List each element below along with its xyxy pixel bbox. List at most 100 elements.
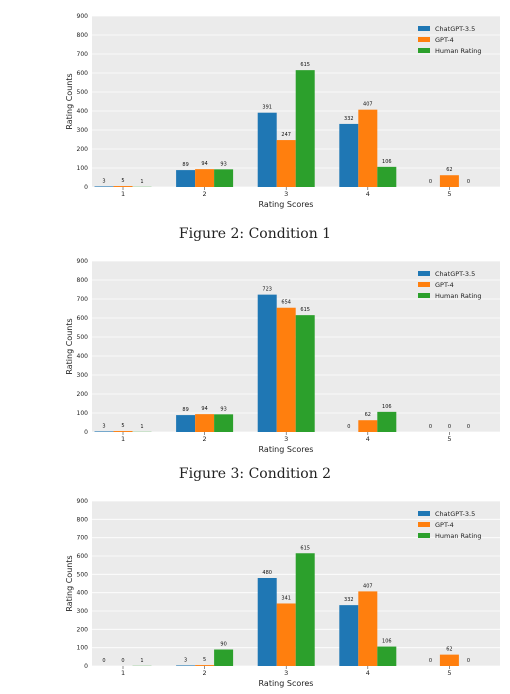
y-tick-label: 300 [77,608,89,615]
bar-value-label: 0 [429,424,432,430]
bar-value-label: 62 [365,412,371,418]
legend-label: GPT-4 [435,281,454,289]
bar-value-label: 615 [300,307,310,313]
legend-label: ChatGPT-3.5 [435,25,475,33]
legend-label: ChatGPT-3.5 [435,270,475,278]
bar-value-label: 90 [220,642,226,648]
bar [358,420,378,432]
bar-value-label: 332 [344,116,354,122]
y-tick-label: 800 [77,516,89,523]
figure-caption-1: Figure 2: Condition 1 [178,226,332,242]
y-tick-label: 600 [77,553,89,560]
bar-value-label: 5 [203,657,206,663]
x-tick-label: 1 [121,435,125,443]
bar-value-label: 341 [281,595,291,601]
x-tick-label: 4 [366,190,370,198]
bar-value-label: 0 [448,424,451,430]
chart-condition-1: 0 100 200 300 400 500 600 700 800 900 Rating Count… [0,0,510,215]
y-axis-label: Rating Counts [65,318,74,374]
legend-swatch [418,26,430,31]
legend-swatch [418,271,430,276]
bar [295,315,315,432]
legend-label: ChatGPT-3.5 [435,510,475,518]
chart-condition-3: 0 100 200 300 400 500 600 700 800 900 Rating Count… [0,485,510,694]
bar [358,109,378,187]
bar-value-label: 407 [363,102,373,108]
y-tick-label: 300 [77,372,89,379]
bar [295,70,315,187]
y-tick-label: 400 [77,108,89,115]
x-tick-label: 1 [121,669,125,677]
bar-value-label: 332 [344,597,354,603]
x-axis-label: Rating Scores [259,200,314,209]
bar-value-label: 0 [102,658,105,664]
x-tick-label: 3 [284,435,288,443]
y-tick-label: 500 [77,334,89,341]
bar [214,414,234,432]
y-tick-label: 800 [77,277,89,284]
bar-value-label: 0 [467,424,470,430]
y-tick-label: 600 [77,70,89,77]
y-tick-label: 400 [77,353,89,360]
bar [257,112,277,187]
bar-value-label: 106 [382,404,392,410]
bar-value-label: 1 [140,424,143,430]
bar [195,665,215,666]
bar [276,307,296,432]
bar-value-label: 62 [446,167,452,173]
y-tick-label: 600 [77,315,89,322]
bar-value-label: 1 [140,179,143,185]
bar-value-label: 93 [220,161,226,167]
x-tick-label: 2 [203,435,207,443]
x-tick-label: 4 [366,669,370,677]
bar-value-label: 93 [220,406,226,412]
bar [176,170,196,187]
figure-caption-2: Figure 3: Condition 2 [178,466,332,482]
bar-value-label: 106 [382,159,392,165]
bar-value-label: 0 [347,424,350,430]
bar [339,123,359,187]
y-tick-label: 900 [77,498,89,505]
y-tick-label: 200 [77,626,89,633]
bar [377,411,397,432]
bar [377,646,397,666]
y-tick-label: 500 [77,571,89,578]
x-tick-label: 5 [447,190,451,198]
bar-value-label: 407 [363,583,373,589]
bar-value-label: 654 [281,300,291,306]
bar [195,414,215,432]
bar [94,186,114,187]
bar-value-label: 106 [382,639,392,645]
y-tick-label: 0 [84,663,88,670]
bar-value-label: 89 [182,407,188,413]
y-axis-label: Rating Counts [65,73,74,129]
legend-swatch [418,282,430,287]
bar [295,553,315,666]
y-tick-label: 700 [77,535,89,542]
y-tick-label: 200 [77,391,89,398]
legend-swatch [418,533,430,538]
bar-value-label: 615 [300,545,310,551]
bar-value-label: 0 [467,658,470,664]
x-tick-label: 3 [284,669,288,677]
x-tick-label: 2 [203,190,207,198]
bar-value-label: 94 [201,161,207,167]
y-tick-label: 900 [77,258,89,265]
bar-value-label: 391 [262,105,272,111]
x-tick-label: 2 [203,669,207,677]
bar [214,169,234,187]
x-tick-label: 5 [447,669,451,677]
y-tick-label: 100 [77,165,89,172]
y-tick-label: 800 [77,32,89,39]
legend-swatch [418,48,430,53]
y-axis-label: Rating Counts [65,555,74,611]
bar-value-label: 615 [300,62,310,68]
bar-value-label: 0 [429,179,432,185]
bar-value-label: 89 [182,162,188,168]
bar-value-label: 3 [184,657,187,663]
bar [257,294,277,432]
y-tick-label: 300 [77,127,89,134]
bar [195,169,215,187]
